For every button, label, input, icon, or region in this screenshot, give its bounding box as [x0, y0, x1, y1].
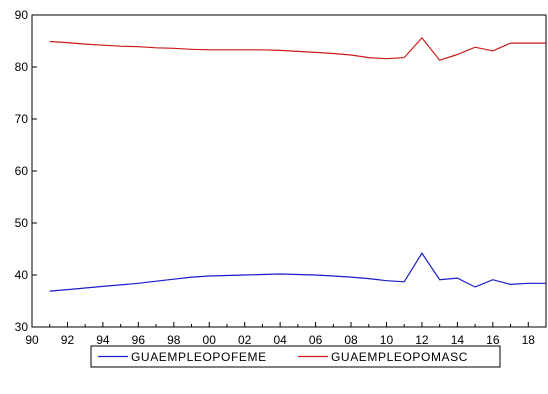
series-line-guaempleopomasc — [49, 36, 546, 61]
y-tick-label: 80 — [15, 60, 29, 74]
y-axis: 30 40 50 60 70 80 90 — [15, 8, 37, 334]
x-tick-label: 18 — [522, 333, 536, 347]
legend-label-guaempleopofeme: GUAEMPLEOPOFEME — [131, 350, 267, 364]
series-layer — [49, 36, 546, 292]
x-tick-label: 04 — [273, 333, 287, 347]
x-tick-label: 94 — [96, 333, 110, 347]
x-tick-label: 98 — [167, 333, 181, 347]
x-tick-label: 02 — [238, 333, 252, 347]
y-tick-label: 30 — [15, 320, 29, 334]
x-tick-label: 92 — [61, 333, 75, 347]
y-tick-label: 90 — [15, 8, 29, 22]
y-tick-label: 60 — [15, 164, 29, 178]
x-tick-label: 10 — [380, 333, 394, 347]
series-line-guaempleopofeme — [49, 252, 546, 292]
x-tick-label: 12 — [415, 333, 429, 347]
x-tick-label: 90 — [25, 333, 39, 347]
y-tick-label: 40 — [15, 268, 29, 282]
x-tick-label: 00 — [203, 333, 217, 347]
x-axis: 90 92 94 96 98 00 02 04 06 08 10 12 14 16 18 — [25, 322, 547, 347]
x-tick-label: 06 — [309, 333, 323, 347]
plot-frame — [31, 14, 547, 328]
x-tick-label: 96 — [132, 333, 146, 347]
y-tick-label: 50 — [15, 216, 29, 230]
x-tick-label: 14 — [451, 333, 465, 347]
legend: GUAEMPLEOPOFEME GUAEMPLEOPOMASC — [90, 345, 501, 368]
x-tick-label: 08 — [344, 333, 358, 347]
y-tick-label: 70 — [15, 112, 29, 126]
legend-box — [90, 345, 501, 368]
x-tick-label: 16 — [486, 333, 500, 347]
legend-label-guaempleopomasc: GUAEMPLEOPOMASC — [331, 350, 468, 364]
